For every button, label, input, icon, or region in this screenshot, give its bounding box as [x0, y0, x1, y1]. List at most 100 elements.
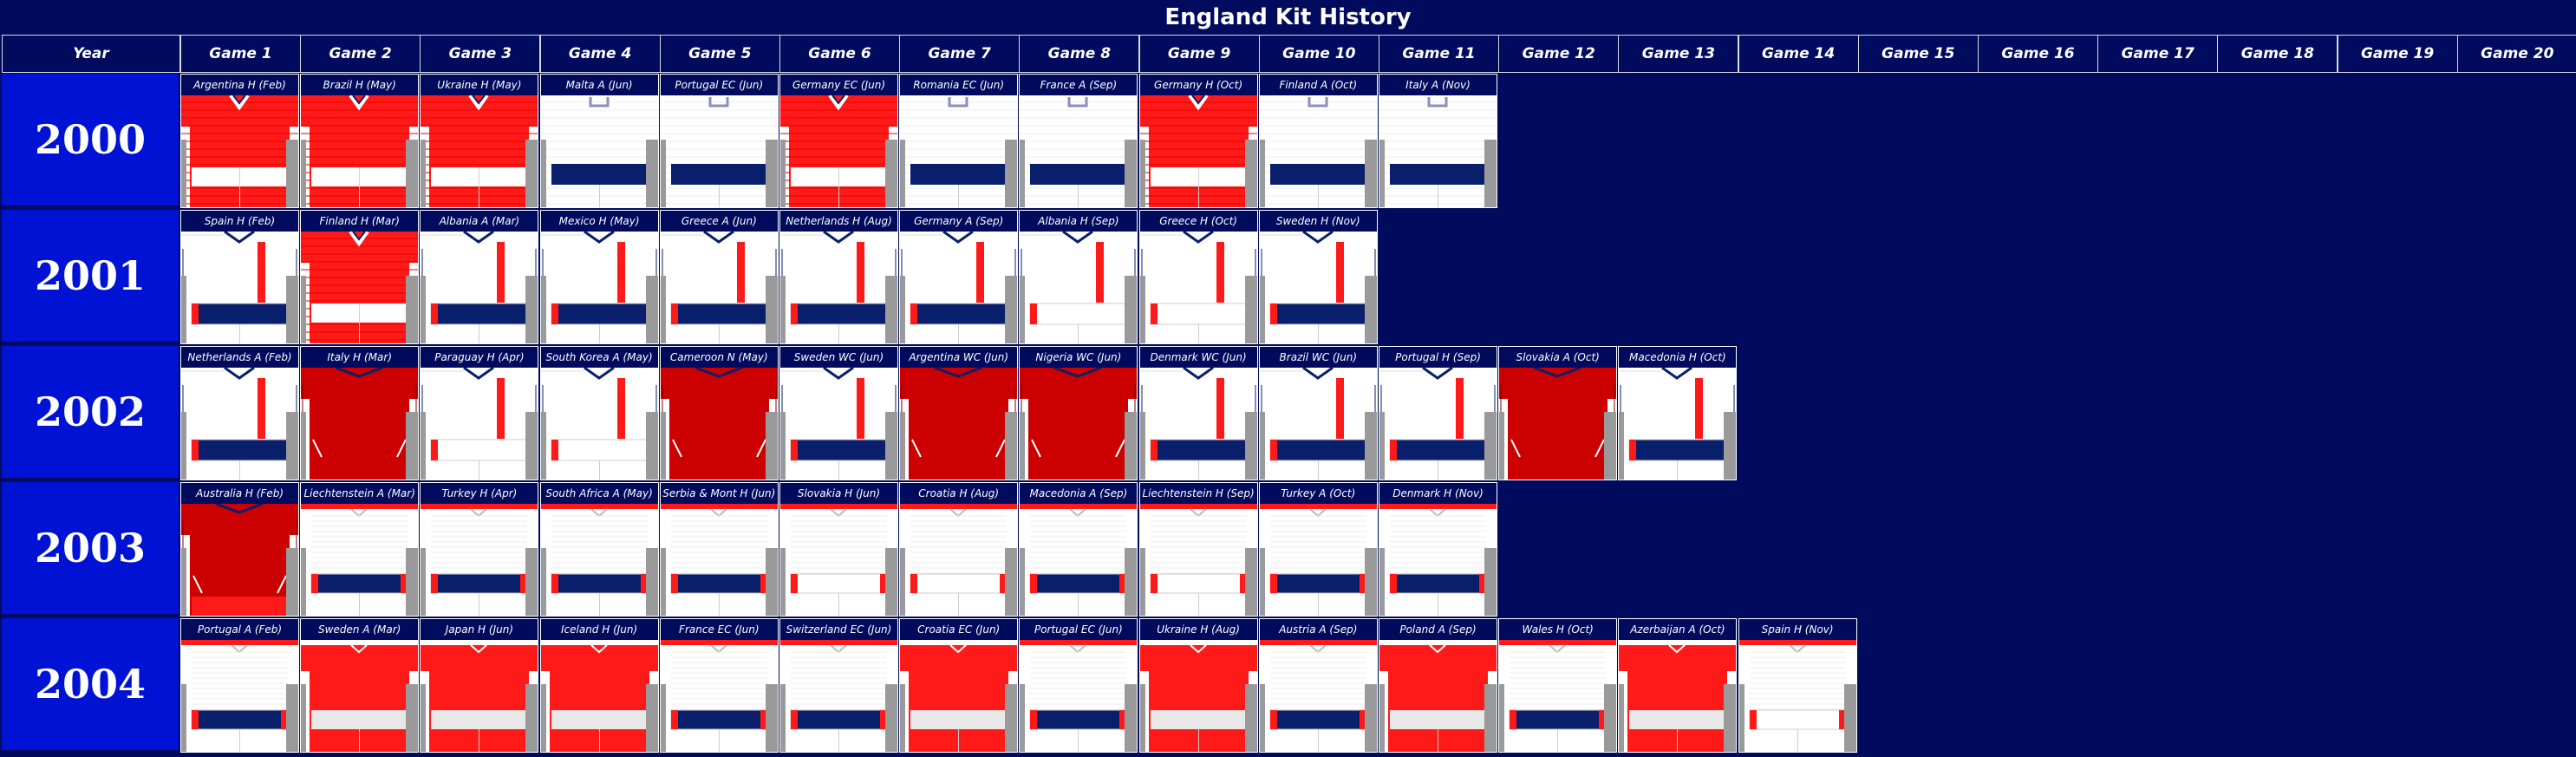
match-label: Malta A (Jun)	[540, 75, 658, 95]
match-label: Mexico H (May)	[540, 211, 658, 232]
game-column-header: Game 14	[1738, 35, 1859, 73]
kit-image	[1139, 366, 1257, 480]
kit-cell: Wales H (Oct)	[1498, 618, 1618, 753]
game-column-header: Game 5	[659, 35, 780, 73]
kit-image	[301, 94, 419, 207]
kit-cell: Croatia EC (Jun)	[899, 618, 1019, 753]
match-label: Spain H (Feb)	[181, 211, 298, 232]
kit-cell: Liechtenstein A (Mar)	[300, 482, 420, 617]
match-label: Sweden A (Mar)	[301, 619, 419, 640]
kit-image	[540, 366, 658, 480]
kit-cell: Portugal A (Feb)	[180, 618, 299, 753]
game-column-header: Game 9	[1138, 35, 1260, 73]
kit-cell: Brazil H (May)	[300, 74, 420, 208]
kit-image	[780, 640, 897, 752]
kit-image	[900, 504, 1018, 616]
game-column-header: Game 17	[2097, 35, 2219, 73]
match-label: Germany EC (Jun)	[780, 75, 897, 95]
kit-cell: Mexico H (May)	[539, 210, 659, 344]
match-label: Slovakia A (Oct)	[1499, 347, 1617, 368]
kit-cell: Romania EC (Jun)	[899, 74, 1019, 208]
game-column-header: Game 11	[1379, 35, 1499, 73]
match-label: Japan H (Jun)	[421, 619, 538, 640]
kit-image	[660, 640, 778, 752]
match-label: Macedonia H (Oct)	[1619, 347, 1737, 368]
kit-cell: Italy H (Mar)	[300, 346, 420, 480]
kit-image	[1259, 640, 1377, 752]
kit-image	[1738, 640, 1856, 752]
kit-cell: Spain H (Feb)	[180, 210, 299, 344]
year-label: 2003	[2, 482, 180, 614]
kit-image	[421, 94, 538, 207]
kit-image	[1499, 366, 1617, 480]
kit-image	[1499, 640, 1617, 752]
match-label: Albania A (Mar)	[421, 211, 538, 232]
match-label: Germany H (Oct)	[1139, 75, 1257, 95]
kit-image	[421, 230, 538, 343]
match-label: Sweden H (Nov)	[1259, 211, 1377, 232]
kit-image	[540, 230, 658, 343]
kit-image	[1259, 366, 1377, 480]
kit-cell: Ukraine H (Aug)	[1138, 618, 1258, 753]
match-label: Argentina H (Feb)	[181, 75, 298, 95]
match-label: Spain H (Nov)	[1738, 619, 1856, 640]
kit-image	[540, 640, 658, 752]
kit-cell: Argentina H (Feb)	[180, 74, 299, 208]
kit-cell: Austria A (Sep)	[1258, 618, 1378, 753]
kit-cell: Germany H (Oct)	[1138, 74, 1258, 208]
match-label: Iceland H (Jun)	[540, 619, 658, 640]
match-label: Wales H (Oct)	[1499, 619, 1617, 640]
match-label: Finland A (Oct)	[1259, 75, 1377, 95]
kit-cell: Germany EC (Jun)	[779, 74, 898, 208]
kit-cell: Cameroon N (May)	[659, 346, 779, 480]
kit-cell: Greece H (Oct)	[1138, 210, 1258, 344]
match-label: Portugal A (Feb)	[181, 619, 298, 640]
match-label: Nigeria WC (Jun)	[1020, 347, 1138, 368]
kit-cell: Albania H (Sep)	[1019, 210, 1138, 344]
kit-image	[1020, 366, 1138, 480]
game-column-header: Game 20	[2456, 35, 2576, 73]
kit-image	[1379, 95, 1497, 207]
kit-image	[540, 504, 658, 616]
kit-cell: Finland A (Oct)	[1258, 74, 1378, 208]
year-label: 2004	[2, 618, 180, 750]
match-label: Brazil WC (Jun)	[1259, 347, 1377, 368]
match-label: Greece H (Oct)	[1139, 211, 1257, 232]
kit-cell: Italy A (Nov)	[1379, 74, 1497, 208]
match-label: Ukraine H (May)	[421, 75, 538, 95]
kit-cell: Switzerland EC (Jun)	[779, 618, 898, 753]
kit-cell: Portugal EC (Jun)	[1019, 618, 1138, 753]
kit-image	[1020, 504, 1138, 616]
kit-image	[1139, 640, 1257, 752]
match-label: Denmark WC (Jun)	[1139, 347, 1257, 368]
kit-image	[1619, 640, 1737, 752]
kit-image	[181, 230, 298, 343]
kit-image	[660, 504, 778, 616]
kit-cell: Slovakia H (Jun)	[779, 482, 898, 617]
match-label: Austria A (Sep)	[1259, 619, 1377, 640]
kit-image	[181, 502, 298, 616]
match-label: Australia H (Feb)	[181, 483, 298, 504]
match-label: Slovakia H (Jun)	[780, 483, 897, 504]
match-label: South Africa A (May)	[540, 483, 658, 504]
kit-cell: Portugal H (Sep)	[1379, 346, 1497, 480]
match-label: Germany A (Sep)	[900, 211, 1018, 232]
game-column-header: Game 3	[420, 35, 541, 73]
game-column-header: Game 6	[779, 35, 900, 73]
kit-image	[1020, 230, 1138, 343]
match-label: Sweden WC (Jun)	[780, 347, 897, 368]
match-label: France EC (Jun)	[660, 619, 778, 640]
kit-cell: Greece A (Jun)	[659, 210, 779, 344]
kit-image	[301, 230, 419, 343]
game-column-header: Game 10	[1258, 35, 1379, 73]
game-column-header: Game 15	[1857, 35, 1979, 73]
game-column-header: Game 13	[1618, 35, 1739, 73]
kit-image	[421, 366, 538, 480]
kit-cell: Germany A (Sep)	[899, 210, 1019, 344]
kit-cell: Australia H (Feb)	[180, 482, 299, 617]
match-label: France A (Sep)	[1020, 75, 1138, 95]
game-column-header: Game 2	[300, 35, 421, 73]
kit-cell: Sweden H (Nov)	[1258, 210, 1378, 344]
kit-image	[181, 94, 298, 207]
match-label: Croatia H (Aug)	[900, 483, 1018, 504]
